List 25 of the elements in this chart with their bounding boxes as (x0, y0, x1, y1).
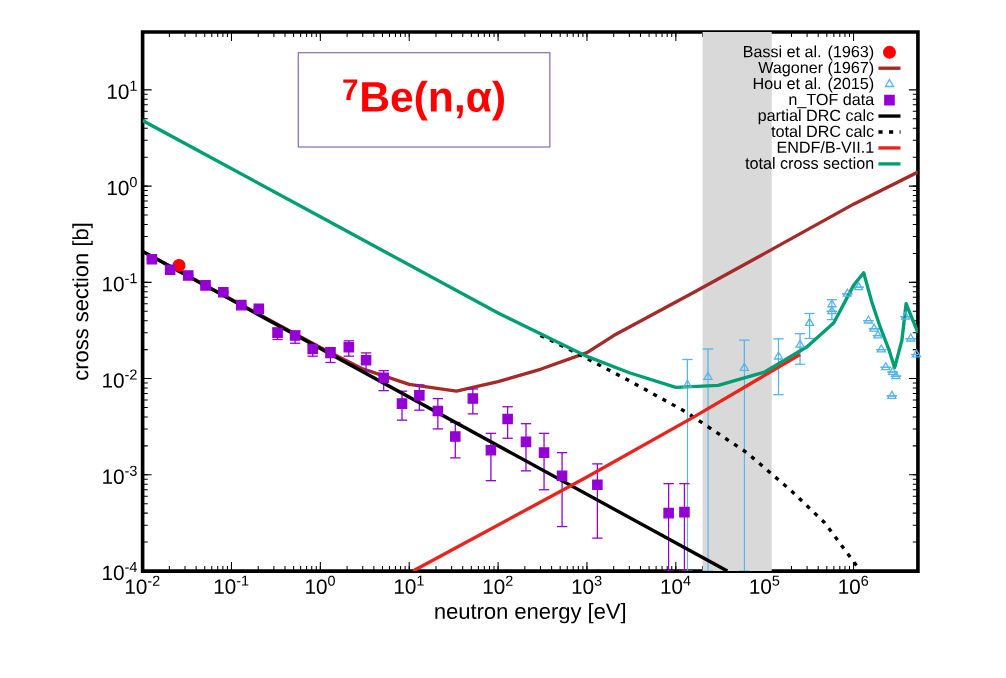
y-axis-title: cross section [b] (72, 224, 93, 381)
x-tick-label: 10$^{1}$ (394, 575, 424, 595)
x-tick-label: 10$^{5}$ (750, 575, 780, 595)
annotation: $^{7}$Be(n,α) (343, 79, 504, 121)
legend-label: ENDF/B-VII.1 (777, 141, 874, 154)
x-axis-title: neutron energy [eV] (435, 603, 626, 624)
x-tick-label: 10$^{-1}$ (214, 575, 249, 595)
y-tick-label: 10$^{0}$ (107, 177, 137, 196)
legend-label: Wagoner (1967) (758, 61, 874, 77)
legend-label: Bassi et al. (1963) (744, 45, 874, 61)
y-tick-label: 10$^{-1}$ (103, 273, 137, 292)
x-tick-label: 10$^{2}$ (483, 575, 513, 595)
legend-label: partial DRC calc (758, 109, 874, 125)
x-tick-label: 10$^{0}$ (306, 575, 335, 595)
y-tick-label: 10$^{1}$ (107, 80, 137, 100)
legend-label: Hou et al. (2015) (753, 77, 874, 93)
legend-label: total cross section (745, 157, 874, 170)
y-tick-label: 10$^{-3}$ (103, 465, 137, 485)
x-tick-label: 10$^{3}$ (572, 575, 602, 595)
legend-label: n_TOF data (789, 93, 875, 109)
legend-label: total DRC calc (771, 125, 874, 138)
x-tick-label: 10$^{6}$ (839, 575, 869, 595)
x-tick-label: 10$^{-2}$ (125, 575, 160, 595)
x-tick-label: 10$^{4}$ (661, 575, 691, 595)
y-tick-label: 10$^{-2}$ (103, 369, 137, 389)
